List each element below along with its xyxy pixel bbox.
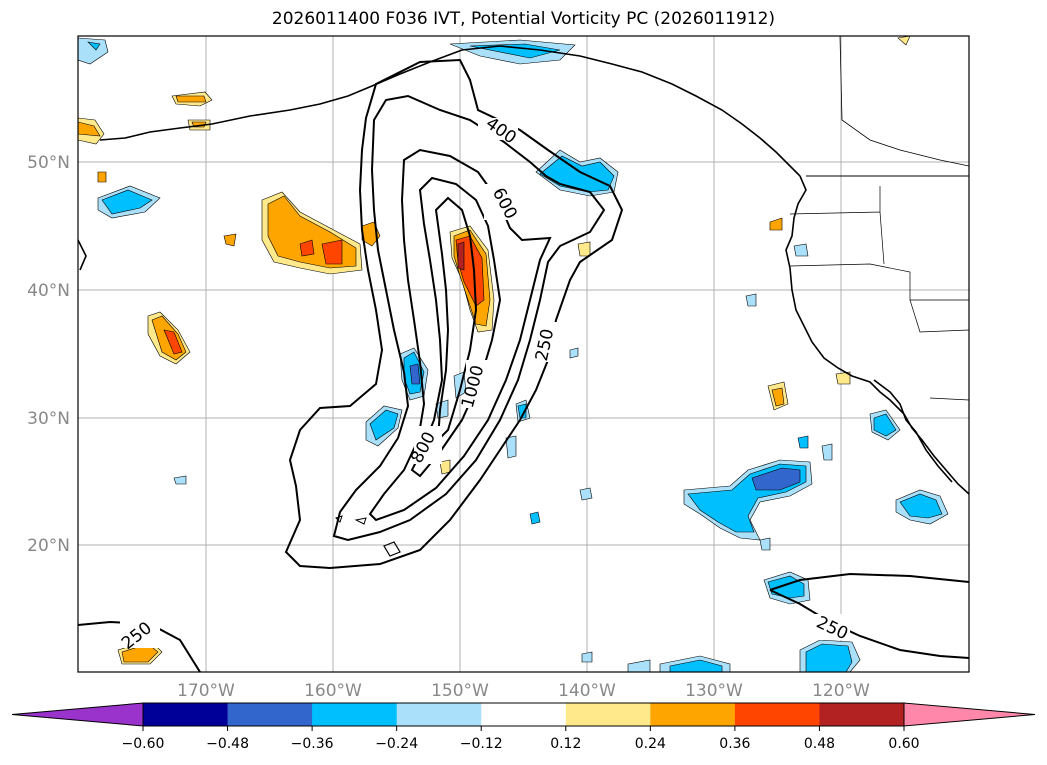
coastline-north-america	[785, 175, 969, 495]
pv-negative-area	[581, 651, 593, 663]
figure-title: 2026011400 F036 IVT, Potential Vorticity…	[271, 9, 776, 29]
pv-negative-area	[87, 41, 101, 51]
pv-negative-area	[369, 409, 399, 441]
colorbar-segment	[481, 703, 567, 726]
colorbar-frame	[142, 702, 905, 727]
lat-label: 40°N	[27, 281, 70, 301]
pv-negative-area	[529, 511, 541, 525]
pv-negative-area	[805, 643, 853, 672]
colorbar-segment	[819, 703, 905, 726]
pv-positive-area	[321, 239, 343, 265]
colorbar-tick-label: 0.60	[888, 736, 919, 752]
pv-positive-area	[175, 95, 207, 103]
colorbar-segment	[312, 703, 398, 726]
latitude-labels: 50°N 40°N 30°N 20°N	[27, 153, 70, 556]
pv-negative-area	[797, 435, 809, 449]
ivt-contour-250-se	[769, 589, 969, 659]
colorbar-segment	[227, 703, 313, 726]
pv-positive-area	[897, 36, 911, 46]
pv-negative-area	[669, 659, 723, 672]
pv-positive-area	[299, 239, 315, 257]
ivt-contour-400	[332, 94, 606, 542]
colorbar-tick-label: −0.12	[460, 736, 503, 752]
colorbar-tick-label: −0.24	[375, 736, 418, 752]
lon-label: 120°W	[812, 681, 870, 701]
lat-label: 20°N	[27, 536, 70, 556]
colorbar-tick-label: 0.48	[804, 736, 835, 752]
pv-negative-area	[101, 189, 153, 215]
island-hawaii	[383, 541, 401, 557]
ivt-contour-250-se-upper	[769, 572, 969, 591]
pv-shading	[78, 36, 949, 672]
map-frame	[77, 35, 970, 673]
pv-positive-area	[769, 217, 783, 231]
pv-negative-area	[873, 413, 897, 437]
longitude-labels: 170°W 160°W 150°W 140°W 130°W 120°W	[177, 681, 870, 701]
pv-positive-area	[163, 329, 183, 355]
lon-label: 150°W	[431, 681, 489, 701]
ivt-contour-250	[284, 58, 624, 570]
border-canada-alaska	[839, 36, 969, 167]
pv-positive-area	[97, 171, 107, 183]
coastlines	[78, 36, 969, 557]
pv-negative-area	[793, 243, 809, 257]
pv-positive-area	[771, 387, 785, 407]
colorbar: −0.60 −0.48 −0.36 −0.24 −0.12 0.12 0.24 0.36 0.4…	[11, 702, 1036, 752]
colorbar-tick-label: 0.36	[719, 736, 750, 752]
map-panel: 400 600 250 1000 800 250 250	[77, 35, 970, 673]
colorbar-tick-label: −0.48	[206, 736, 249, 752]
colorbar-tick-label: −0.36	[291, 736, 334, 752]
colorbar-segment	[734, 703, 820, 726]
colorbar-tick-label: −0.60	[122, 736, 165, 752]
colorbar-segment	[396, 703, 482, 726]
pv-negative-area	[759, 537, 771, 551]
pv-negative-area	[505, 435, 517, 459]
colorbar-extend-high	[903, 702, 1036, 727]
lat-label: 50°N	[27, 153, 70, 173]
pv-negative-area	[745, 293, 757, 307]
pv-negative-area	[409, 363, 421, 385]
pv-negative-area	[821, 443, 833, 461]
colorbar-segment	[650, 703, 736, 726]
lat-label: 30°N	[27, 409, 70, 429]
border-us-mexico	[929, 397, 969, 401]
lon-label: 160°W	[304, 681, 362, 701]
lon-label: 170°W	[177, 681, 235, 701]
colorbar-tick-label: 0.12	[550, 736, 581, 752]
pv-negative-area	[579, 487, 593, 501]
coastline-russia-edge	[78, 239, 87, 271]
pv-negative-area	[78, 37, 109, 65]
colorbar-segment	[143, 703, 229, 726]
pv-positive-area	[577, 241, 591, 257]
ivt-contour-1000	[434, 196, 478, 443]
pv-negative-area	[569, 347, 579, 359]
pv-negative-area	[173, 475, 187, 485]
pv-positive-area	[78, 121, 101, 137]
lon-label: 140°W	[558, 681, 616, 701]
pv-positive-area	[457, 241, 465, 271]
coastline-alaska-aleutians	[99, 45, 801, 177]
pv-negative-area	[751, 467, 801, 491]
lon-label: 130°W	[685, 681, 743, 701]
pv-positive-area	[223, 233, 237, 247]
colorbar-segment	[565, 703, 651, 726]
pv-negative-area	[899, 493, 943, 519]
pv-negative-area	[627, 659, 651, 672]
colorbar-tick-label: 0.24	[635, 736, 666, 752]
coastline-baja	[873, 379, 953, 483]
ivt-contour-labels: 400 600 250 1000 800 250 250	[118, 113, 851, 654]
state-borders	[789, 186, 969, 333]
colorbar-extend-low	[11, 702, 144, 727]
